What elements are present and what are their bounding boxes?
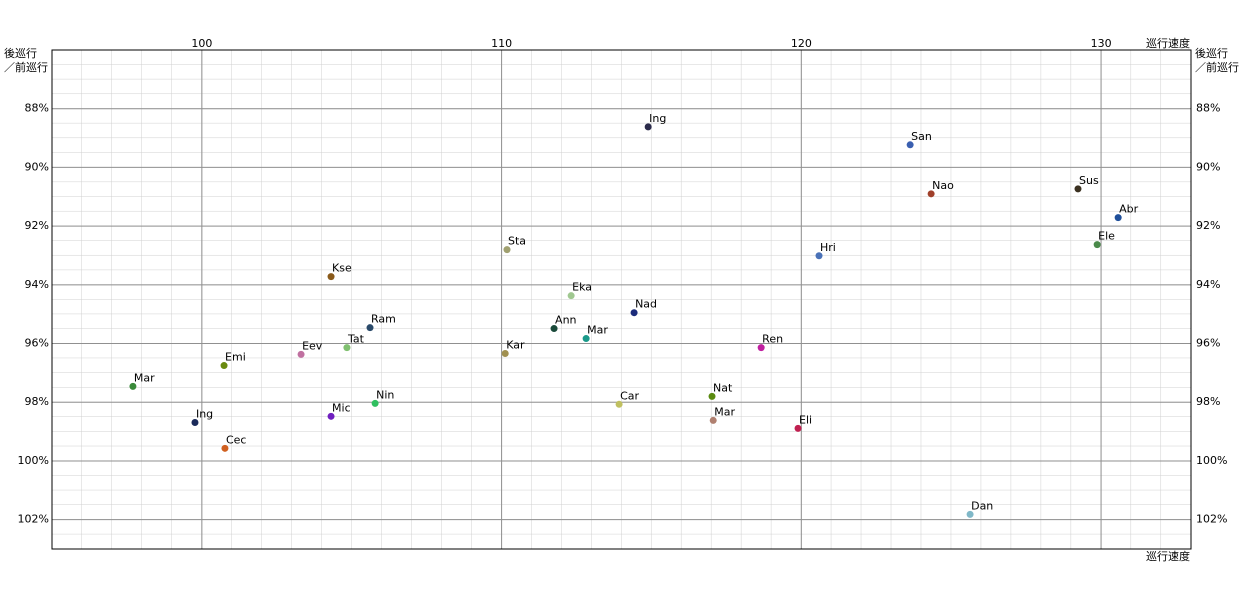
point-label: Sus: [1079, 174, 1099, 187]
y-tick-label: 94%: [25, 278, 49, 291]
point: [343, 344, 351, 352]
point-label: Eka: [572, 281, 592, 294]
point: [966, 510, 974, 518]
x-axis-title: 巡行速度: [1146, 549, 1190, 563]
point-label: Cec: [226, 433, 247, 446]
x-tick-label: 100: [191, 37, 212, 50]
point-label: Ann: [555, 314, 576, 327]
point-label: Mic: [332, 401, 351, 414]
point: [906, 141, 914, 149]
point: [630, 309, 638, 317]
point: [327, 273, 335, 281]
y-tick-label: 90%: [1196, 160, 1220, 173]
point-label: Hri: [820, 241, 836, 254]
point-label: Kar: [506, 339, 525, 352]
plot-area: [52, 50, 1191, 549]
y-tick-label: 90%: [25, 160, 49, 173]
point: [221, 444, 229, 452]
point-label: Kse: [332, 262, 352, 275]
point: [129, 382, 137, 390]
point: [815, 252, 823, 260]
point: [366, 324, 374, 332]
point: [371, 399, 379, 407]
point-label: Nin: [376, 388, 394, 401]
point: [644, 123, 652, 131]
y-tick-label: 88%: [25, 102, 49, 115]
point: [709, 416, 717, 424]
point: [567, 292, 575, 300]
x-tick-label: 130: [1091, 37, 1112, 50]
point-label: Eev: [302, 339, 323, 352]
point: [1093, 241, 1101, 249]
y-tick-label: 98%: [25, 395, 49, 408]
y-tick-label: 94%: [1196, 278, 1220, 291]
point-label: Ing: [649, 112, 666, 125]
point-label: Nat: [713, 381, 733, 394]
y-tick-label: 102%: [1196, 513, 1227, 526]
point-label: Nad: [635, 298, 657, 311]
point: [615, 400, 623, 408]
point-label: Ele: [1098, 230, 1115, 243]
y-axis-title: ／前巡行: [1195, 60, 1239, 74]
y-tick-label: 98%: [1196, 395, 1220, 408]
point: [757, 344, 765, 352]
point: [503, 246, 511, 254]
point: [501, 350, 509, 358]
point: [297, 350, 305, 358]
point-label: Nao: [932, 179, 954, 192]
point-label: Car: [620, 389, 639, 402]
point: [220, 362, 228, 370]
y-tick-label: 92%: [1196, 219, 1220, 232]
point: [1114, 214, 1122, 222]
point-label: Emi: [225, 351, 246, 364]
point-label: Ing: [196, 407, 213, 420]
point-label: Mar: [587, 324, 608, 337]
point-label: Dan: [971, 499, 993, 512]
y-tick-label: 102%: [18, 513, 49, 526]
x-tick-label: 120: [791, 37, 812, 50]
point: [550, 325, 558, 333]
point-label: Mar: [134, 371, 155, 384]
point: [708, 392, 716, 400]
point-label: Ren: [762, 333, 783, 346]
y-axis-title: ／前巡行: [4, 60, 48, 74]
point-label: Abr: [1119, 203, 1139, 216]
point-label: Mar: [714, 405, 735, 418]
y-tick-label: 96%: [25, 337, 49, 350]
point-label: San: [911, 130, 932, 143]
y-axis-title: 後巡行: [4, 46, 37, 60]
point-label: Sta: [508, 235, 526, 248]
point: [191, 418, 199, 426]
y-axis-title: 後巡行: [1195, 46, 1228, 60]
point: [1074, 185, 1082, 193]
point: [927, 190, 935, 198]
plot-border: [51, 49, 1192, 550]
point: [582, 335, 590, 343]
point-label: Eli: [799, 413, 812, 426]
y-tick-label: 92%: [25, 219, 49, 232]
point: [327, 412, 335, 420]
x-tick-label: 110: [491, 37, 512, 50]
x-axis-title: 巡行速度: [1146, 36, 1190, 50]
point-label: Ram: [371, 313, 396, 326]
y-tick-label: 100%: [18, 454, 49, 467]
point-label: Tat: [347, 333, 365, 346]
y-tick-label: 88%: [1196, 102, 1220, 115]
y-tick-label: 100%: [1196, 454, 1227, 467]
point: [794, 424, 802, 432]
y-tick-label: 96%: [1196, 337, 1220, 350]
